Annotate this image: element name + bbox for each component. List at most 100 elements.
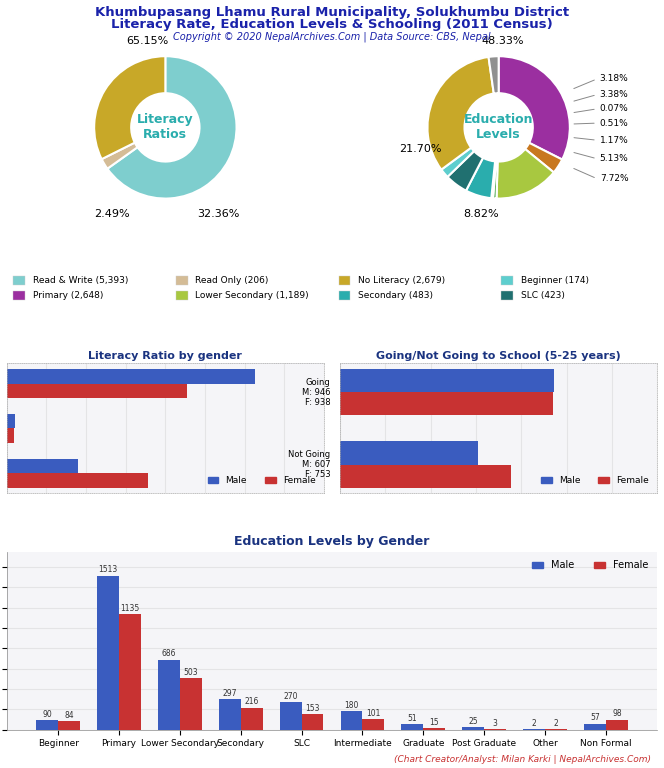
Text: 101: 101 [367,709,380,718]
FancyBboxPatch shape [13,276,25,285]
Text: No Literacy (2,679): No Literacy (2,679) [358,276,445,285]
Bar [341,711,363,730]
Text: Copyright © 2020 NepalArchives.Com | Data Source: CBS, Nepal: Copyright © 2020 NepalArchives.Com | Dat… [173,31,491,42]
Wedge shape [448,151,483,190]
Bar [119,614,141,730]
Wedge shape [493,161,497,199]
FancyBboxPatch shape [501,276,513,285]
Text: 0.07%: 0.07% [600,104,629,114]
Text: 153: 153 [305,703,320,713]
Text: 1.17%: 1.17% [600,136,629,144]
Bar [340,392,552,415]
Title: Going/Not Going to School (5-25 years): Going/Not Going to School (5-25 years) [376,351,621,361]
Text: 48.33%: 48.33% [481,35,523,45]
Bar [7,429,15,443]
Text: 21.70%: 21.70% [399,144,442,154]
Text: 180: 180 [345,700,359,710]
FancyBboxPatch shape [339,276,350,285]
Wedge shape [499,56,570,160]
Bar [37,720,58,730]
Text: Khumbupasang Lhamu Rural Municipality, Solukhumbu District: Khumbupasang Lhamu Rural Municipality, S… [95,6,569,19]
FancyBboxPatch shape [176,276,187,285]
Text: Lower Secondary (1,189): Lower Secondary (1,189) [195,291,309,300]
Text: 90: 90 [42,710,52,719]
Bar [606,720,627,730]
Bar [340,442,477,465]
Wedge shape [94,56,165,159]
Title: Education Levels by Gender: Education Levels by Gender [234,535,430,548]
Bar [7,473,148,488]
Bar [462,727,484,730]
Text: 8.82%: 8.82% [463,209,499,219]
Bar [158,660,180,730]
Text: Education
Levels: Education Levels [464,114,533,141]
Text: 51: 51 [408,714,417,723]
Bar [7,384,187,398]
Wedge shape [497,149,554,199]
Bar [340,369,554,392]
Text: Read Only (206): Read Only (206) [195,276,269,285]
Bar [7,369,254,384]
Text: 503: 503 [183,668,198,677]
Bar [301,714,323,730]
Wedge shape [491,161,495,198]
Bar [7,414,15,429]
Text: 270: 270 [284,692,298,700]
Text: 32.36%: 32.36% [198,209,240,219]
Bar [241,707,263,730]
Bar [180,678,202,730]
Text: 216: 216 [244,697,259,706]
FancyBboxPatch shape [501,291,513,300]
Bar [219,700,241,730]
Text: Literacy Rate, Education Levels & Schooling (2011 Census): Literacy Rate, Education Levels & School… [111,18,553,31]
Text: 2.49%: 2.49% [94,209,129,219]
FancyBboxPatch shape [176,291,187,300]
FancyBboxPatch shape [339,291,350,300]
Text: (Chart Creator/Analyst: Milan Karki | NepalArchives.Com): (Chart Creator/Analyst: Milan Karki | Ne… [394,755,651,764]
Bar [401,724,423,730]
Text: Secondary (483): Secondary (483) [358,291,433,300]
Text: 25: 25 [468,717,478,726]
Bar [97,576,119,730]
Legend: Male, Female: Male, Female [528,557,653,574]
Bar [423,728,445,730]
Text: 5.13%: 5.13% [600,154,629,164]
Text: 2: 2 [532,719,537,728]
Bar [340,465,511,488]
Wedge shape [108,56,236,199]
Text: 57: 57 [590,713,600,722]
Text: 15: 15 [430,717,439,727]
Wedge shape [102,143,137,169]
Bar [584,723,606,730]
Wedge shape [489,56,499,94]
Wedge shape [428,57,494,170]
Text: SLC (423): SLC (423) [521,291,564,300]
Bar [363,720,384,730]
Bar [7,459,78,473]
Text: 65.15%: 65.15% [126,35,169,45]
Wedge shape [525,143,562,173]
Text: Read & Write (5,393): Read & Write (5,393) [33,276,128,285]
FancyBboxPatch shape [13,291,25,300]
Wedge shape [491,161,496,198]
Text: Primary (2,648): Primary (2,648) [33,291,103,300]
Text: 686: 686 [161,649,176,658]
Text: 1135: 1135 [120,604,139,613]
Text: Literacy
Ratios: Literacy Ratios [137,114,194,141]
Text: 98: 98 [612,709,622,718]
Text: Beginner (174): Beginner (174) [521,276,589,285]
Wedge shape [466,157,495,198]
Wedge shape [442,147,474,177]
Legend: Male, Female: Male, Female [204,473,319,489]
Bar [58,721,80,730]
Text: 2: 2 [554,719,558,728]
Bar [280,702,301,730]
Text: 0.51%: 0.51% [600,118,629,127]
Text: 1513: 1513 [98,565,118,574]
Text: 297: 297 [222,689,237,698]
Text: 3.18%: 3.18% [600,74,629,84]
Text: 84: 84 [64,710,74,720]
Legend: Male, Female: Male, Female [537,473,653,489]
Text: 3.38%: 3.38% [600,90,629,99]
Text: 3: 3 [493,719,497,728]
